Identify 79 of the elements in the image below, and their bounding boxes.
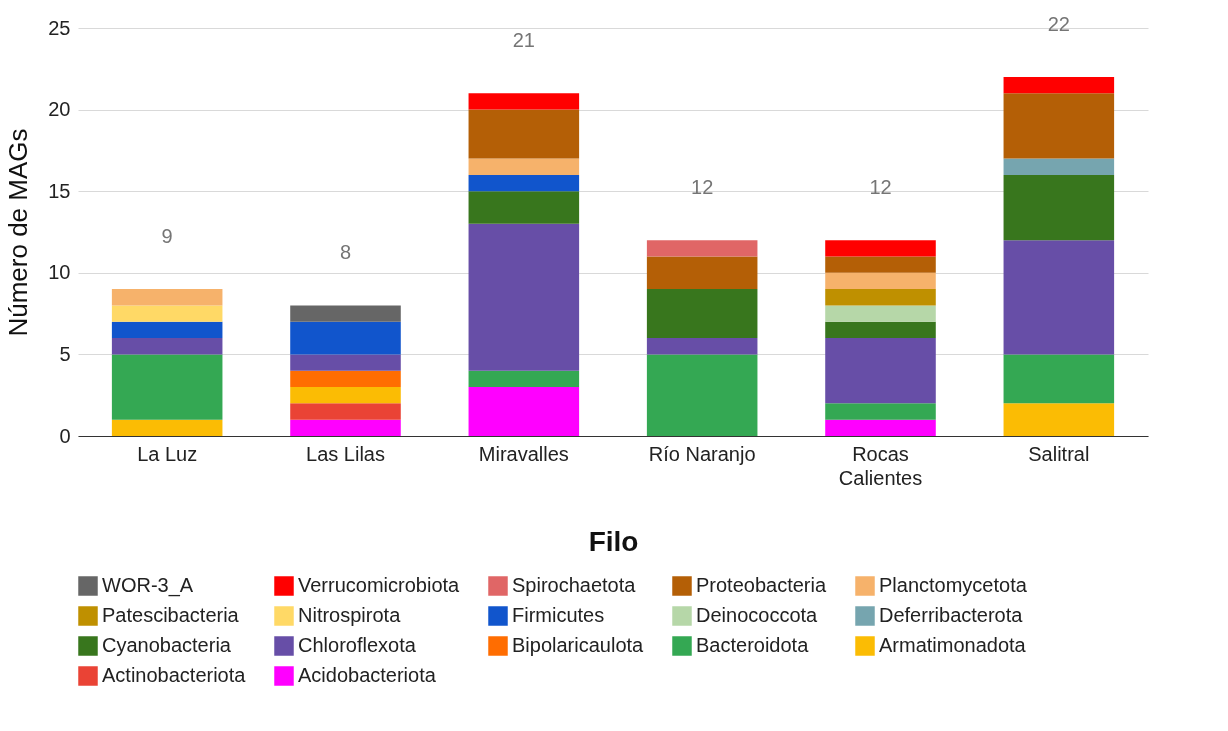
legend-label: Bacteroidota bbox=[696, 634, 810, 656]
bar bbox=[468, 158, 580, 175]
x-tick-label: Rocas Calientes bbox=[838, 442, 923, 489]
bar bbox=[468, 109, 580, 159]
legend-label: Bipolaricaulota bbox=[512, 634, 645, 656]
legend-label: Deinococcota bbox=[696, 604, 819, 626]
legend-label: Patescibacteria bbox=[102, 604, 240, 626]
total-label: 12 bbox=[869, 176, 892, 199]
bar bbox=[646, 240, 758, 257]
bar bbox=[290, 305, 401, 322]
bar bbox=[1003, 174, 1115, 241]
bar bbox=[290, 354, 401, 371]
bar bbox=[1003, 240, 1115, 355]
legend-label: Verrucomicrobiota bbox=[298, 574, 461, 596]
y-tick-label: 0 bbox=[59, 424, 71, 447]
legend-label: Nitrospirota bbox=[298, 604, 402, 626]
bar bbox=[825, 403, 936, 420]
bar bbox=[1003, 93, 1115, 159]
bar bbox=[290, 419, 401, 436]
bar bbox=[111, 321, 223, 339]
bar bbox=[825, 305, 936, 322]
legend-label: Cyanobacteria bbox=[102, 634, 232, 656]
y-tick-label: 15 bbox=[48, 179, 71, 202]
bar bbox=[825, 338, 936, 404]
bar bbox=[111, 419, 223, 436]
bar bbox=[825, 289, 936, 306]
bar bbox=[290, 387, 401, 404]
bar bbox=[111, 289, 223, 306]
legend-label: Actinobacteriota bbox=[102, 664, 247, 686]
legend-label: Firmicutes bbox=[512, 604, 605, 626]
bar bbox=[646, 354, 758, 436]
legend-label: Planctomycetota bbox=[879, 574, 1028, 596]
y-tick-label: 10 bbox=[48, 261, 71, 284]
legend-label: Spirochaetota bbox=[512, 574, 637, 596]
y-tick-label: 25 bbox=[48, 16, 71, 39]
bar bbox=[290, 321, 401, 355]
bar bbox=[468, 191, 580, 224]
bar bbox=[825, 321, 936, 339]
bar bbox=[1003, 158, 1115, 175]
legend-label: Proteobacteria bbox=[696, 574, 827, 596]
bar bbox=[290, 370, 401, 388]
x-tick-label: Las Lilas bbox=[306, 442, 385, 465]
bar bbox=[825, 419, 936, 436]
y-axis-title: Número de MAGs bbox=[3, 128, 34, 337]
x-axis-title: Filo bbox=[588, 525, 639, 557]
total-label: 9 bbox=[161, 225, 173, 248]
bar bbox=[825, 256, 936, 273]
bar bbox=[646, 338, 758, 355]
bar bbox=[468, 387, 580, 436]
bar bbox=[468, 174, 580, 192]
legend-label: Armatimonadota bbox=[879, 634, 1027, 656]
x-tick-label: La Luz bbox=[137, 442, 198, 465]
y-tick-label: 20 bbox=[48, 98, 71, 121]
bar bbox=[111, 338, 223, 355]
bar bbox=[468, 223, 580, 371]
total-label: 21 bbox=[512, 29, 535, 52]
legend-label: Acidobacteriota bbox=[298, 664, 437, 686]
bar bbox=[825, 272, 936, 290]
bar bbox=[646, 256, 758, 290]
bar bbox=[111, 305, 223, 322]
total-label: 8 bbox=[339, 241, 352, 264]
legend-label: Deferribacterota bbox=[879, 604, 1024, 626]
x-tick-label: Salitral bbox=[1028, 442, 1090, 465]
legend-label: WOR-3_A bbox=[102, 574, 194, 597]
bar bbox=[1003, 403, 1115, 436]
bar bbox=[468, 370, 580, 388]
x-tick-label: Río Naranjo bbox=[648, 442, 756, 465]
bar bbox=[1003, 354, 1115, 404]
total-label: 22 bbox=[1047, 12, 1070, 35]
bar bbox=[290, 403, 401, 420]
bar bbox=[111, 354, 223, 420]
total-label: 12 bbox=[691, 176, 714, 199]
y-tick-label: 5 bbox=[59, 342, 71, 365]
bar bbox=[646, 289, 758, 339]
x-tick-label: Miravalles bbox=[478, 442, 569, 465]
legend-label: Chloroflexota bbox=[298, 634, 417, 656]
bar bbox=[468, 93, 580, 110]
bar bbox=[1003, 76, 1115, 94]
bar bbox=[825, 240, 936, 257]
